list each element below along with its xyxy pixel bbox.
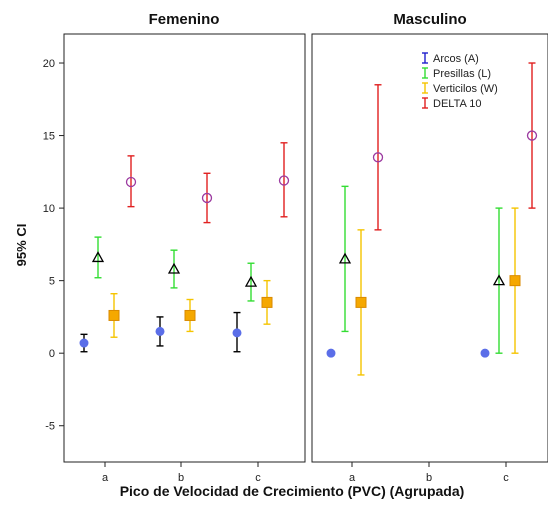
marker-verticilos: [261, 296, 273, 308]
marker-delta10: [372, 152, 384, 163]
panel-title-masculino: Masculino: [393, 11, 466, 28]
y-tick-label: 10: [43, 203, 55, 215]
marker-delta10: [125, 176, 137, 188]
marker-presillas: [492, 274, 506, 286]
x-tick-label: c: [503, 472, 509, 484]
legend-label-presillas: Presillas (L): [433, 68, 491, 80]
panel-frame-0: [63, 33, 306, 463]
x-tick-label: b: [178, 472, 184, 484]
marker-delta10: [201, 192, 213, 204]
panel-frame-1: [311, 33, 548, 463]
marker-arcos: [480, 348, 490, 358]
marker-arcos: [232, 328, 242, 338]
marker-arcos: [326, 348, 336, 358]
y-tick-label: 15: [43, 131, 55, 143]
marker-presillas: [244, 275, 258, 287]
y-axis-label: 95% CI: [14, 224, 29, 267]
marker-arcos: [79, 338, 89, 348]
y-tick-label: 0: [49, 348, 55, 360]
legend-label-delta10: DELTA 10: [433, 98, 482, 110]
legend-label-verticilos: Verticilos (W): [433, 83, 498, 95]
panel-title-femenino: Femenino: [149, 11, 220, 28]
marker-presillas: [91, 251, 105, 263]
marker-arcos: [155, 326, 165, 336]
y-tick-label: 5: [49, 276, 55, 288]
x-axis-label: Pico de Velocidad de Crecimiento (PVC) (…: [120, 483, 465, 499]
marker-verticilos: [184, 309, 196, 321]
marker-verticilos: [355, 296, 367, 308]
y-tick-label: 20: [43, 58, 55, 70]
legend-label-arcos: Arcos (A): [433, 53, 479, 65]
marker-verticilos: [108, 309, 120, 321]
x-tick-label: a: [102, 472, 109, 484]
marker-presillas: [167, 262, 181, 274]
y-tick-label: -5: [45, 421, 55, 433]
plot-layer: -5 0 5 10 15 20 a b c a b c Arcos (A) Presillas (L) Ve…: [43, 33, 548, 484]
marker-presillas: [338, 252, 352, 264]
x-tick-label: b: [426, 472, 432, 484]
marker-delta10: [526, 130, 538, 141]
marker-verticilos: [509, 275, 521, 287]
marker-delta10: [278, 175, 290, 186]
x-tick-label: a: [349, 472, 356, 484]
x-tick-label: c: [255, 472, 261, 484]
